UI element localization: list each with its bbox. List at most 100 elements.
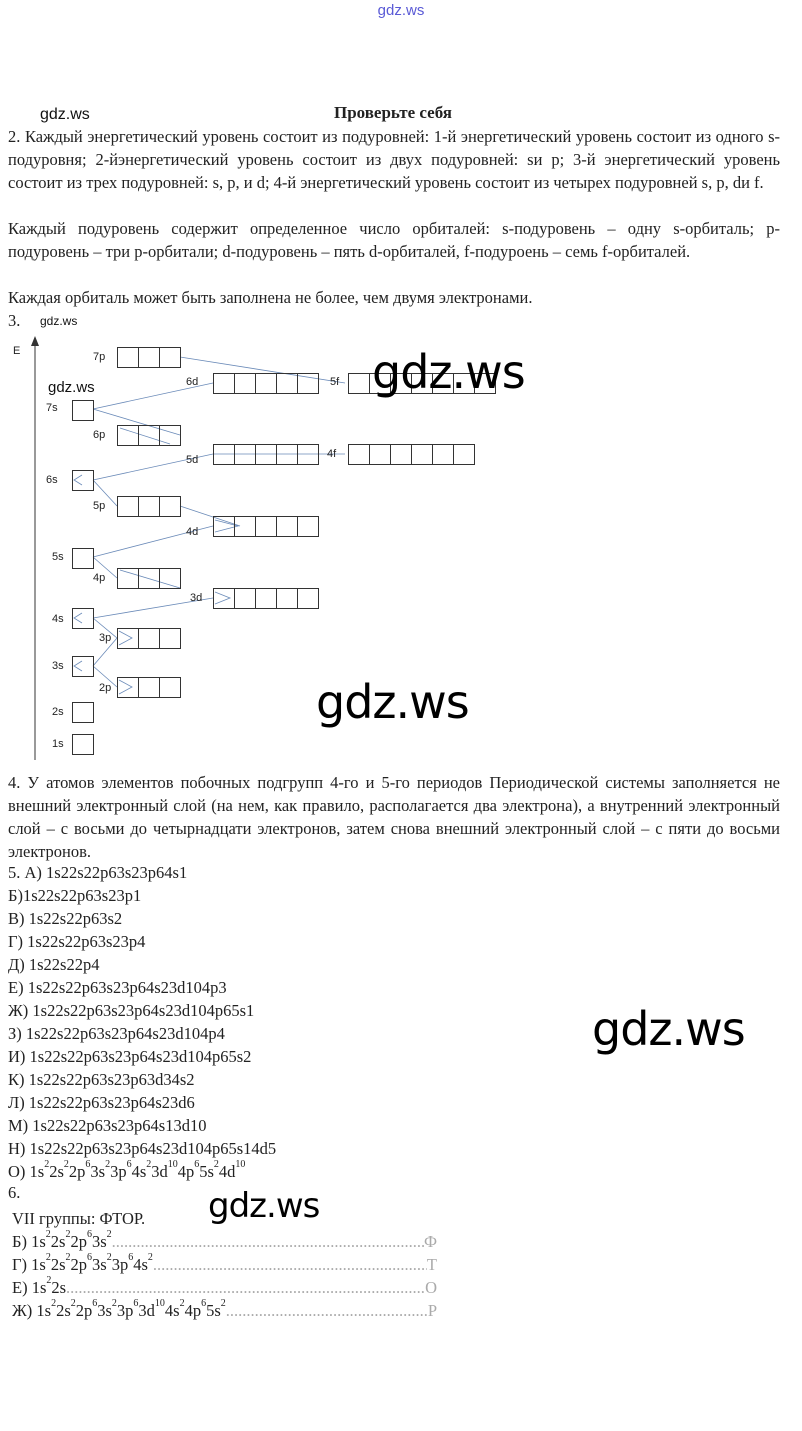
config-text: Ж) 1s22s22p63s23p63d104s24p65s2 — [12, 1298, 226, 1321]
dot-leader: ........................................… — [225, 1301, 428, 1320]
sublevel-label-5p: 5p — [93, 500, 106, 512]
orbital-box — [255, 373, 277, 394]
orbital-box — [369, 444, 391, 465]
sublevel-label-3p: 3p — [99, 632, 112, 644]
orbital-box — [453, 444, 475, 465]
filling-order-lines — [73, 356, 346, 695]
sublevel-orbitals-5d — [213, 444, 319, 465]
sublevel-label-5s: 5s — [52, 551, 64, 563]
orbital-box — [255, 516, 277, 537]
diagram-lines — [31, 336, 346, 760]
orbital-box — [348, 444, 370, 465]
orbital-box — [159, 347, 181, 368]
orbital-box — [390, 444, 412, 465]
orbital-box — [138, 677, 160, 698]
orbital-box — [159, 496, 181, 517]
orbital-box — [117, 425, 139, 446]
watermark: gdz.ws — [372, 345, 526, 399]
orbital-box — [117, 628, 139, 649]
orbital-box — [297, 444, 319, 465]
answer-4-paragraph: 4. У атомов элементов побочных подгрупп … — [8, 773, 780, 861]
sublevel-orbitals-6d — [213, 373, 319, 394]
sublevel-orbitals-6s — [72, 470, 94, 491]
orbital-box — [72, 548, 94, 569]
sublevel-label-4f: 4f — [327, 448, 337, 460]
orbital-box — [276, 588, 298, 609]
sublevel-orbitals-5s — [72, 548, 94, 569]
energy-axis-label: E — [13, 345, 21, 357]
orbital-box — [72, 656, 94, 677]
sublevel-orbitals-7s — [72, 400, 94, 421]
orbital-box — [72, 608, 94, 629]
sublevel-orbitals-4f — [348, 444, 475, 465]
config-text: Е) 1s22s — [12, 1275, 67, 1298]
orbital-box — [234, 588, 256, 609]
orbital-box — [138, 568, 160, 589]
sublevel-label-1s: 1s — [52, 738, 64, 750]
config-text: Г) 1s22s22p63s23p64s2 — [12, 1252, 153, 1275]
watermark: gdz.ws — [208, 1186, 320, 1226]
element-config-row: Ж) 1s22s22p63s23p63d104s24p65s2.........… — [12, 1299, 437, 1322]
orbital-box — [276, 444, 298, 465]
orbital-box — [159, 425, 181, 446]
watermark: gdz.ws — [40, 314, 78, 328]
watermark: gdz.ws — [592, 1002, 746, 1056]
config-line: Д) 1s22s22p4 — [8, 955, 100, 974]
config-line: Г) 1s22s22p63s23p4 — [8, 932, 146, 951]
sublevel-orbitals-2s — [72, 702, 94, 723]
orbital-box — [72, 470, 94, 491]
orbital-box — [276, 373, 298, 394]
answer-6-number: 6. — [8, 1183, 21, 1202]
orbital-box — [117, 347, 139, 368]
config-line: В) 1s22s22p63s2 — [8, 909, 123, 928]
element-config-row: Г) 1s22s22p63s23p64s2...................… — [12, 1253, 437, 1276]
orbital-box — [138, 347, 160, 368]
orbital-box — [297, 588, 319, 609]
orbital-box — [411, 444, 433, 465]
site-watermark-top: gdz.ws — [377, 2, 425, 19]
config-line: Ж) 1s22s22p63s23p64s23d104p65s1 — [8, 1001, 255, 1020]
config-line: Н) 1s22s22p63s23p64s23d104p65s14d5 — [8, 1139, 277, 1158]
sublevel-label-5f: 5f — [330, 376, 340, 388]
axis-arrow-icon — [31, 336, 39, 346]
watermark: gdz.ws — [48, 379, 95, 396]
element-letter: Ф — [423, 1232, 437, 1251]
orbital-box — [234, 516, 256, 537]
orbital-box — [213, 588, 235, 609]
orbital-box — [138, 425, 160, 446]
orbital-box — [297, 516, 319, 537]
energy-level-diagram: E 7p 6d 5f 7s 6p 5d 4f 6s 5p 4d 5s 4p 3d 4s 3p 3s 2p 2s 1s — [13, 336, 496, 760]
orbital-box — [72, 734, 94, 755]
sublevel-label-5d: 5d — [186, 454, 199, 466]
orbital-box — [117, 568, 139, 589]
orbital-box — [234, 444, 256, 465]
sublevel-label-3s: 3s — [52, 660, 64, 672]
answer-2-paragraph: 2. Каждый энергетический уровень состоит… — [8, 127, 780, 192]
orbital-box — [159, 628, 181, 649]
dot-leader: ........................................… — [111, 1232, 424, 1251]
orbital-box — [159, 568, 181, 589]
orbital-box — [72, 400, 94, 421]
orbital-box — [213, 373, 235, 394]
sublevel-label-6p: 6p — [93, 429, 106, 441]
element-config-row: Е) 1s22s................................… — [12, 1276, 437, 1299]
config-line: 5. А) 1s22s22p63s23p64s1 — [8, 863, 188, 882]
sublevel-orbitals-5p — [117, 496, 181, 517]
sublevel-orbitals-1s — [72, 734, 94, 755]
dot-leader: ........................................… — [66, 1278, 426, 1297]
sublevel-orbitals-4d — [213, 516, 319, 537]
sublevel-orbitals-3p — [117, 628, 181, 649]
config-line: З) 1s22s22p63s23p64s23d104p4 — [8, 1024, 225, 1043]
sublevel-orbitals-2p — [117, 677, 181, 698]
sublevel-label-6s: 6s — [46, 474, 58, 486]
orbital-box — [138, 628, 160, 649]
sublevel-orbitals-3d — [213, 588, 319, 609]
element-letter: Р — [427, 1301, 437, 1320]
orbital-box — [276, 516, 298, 537]
orbital-box — [255, 588, 277, 609]
sublevel-label-2p: 2p — [99, 682, 112, 694]
config-line: М) 1s22s22p63s23p64s13d10 — [8, 1116, 207, 1135]
config-line: К) 1s22s22p63s23p63d34s2 — [8, 1070, 195, 1089]
sublevel-label-7s: 7s — [46, 402, 58, 414]
orbital-box — [255, 444, 277, 465]
